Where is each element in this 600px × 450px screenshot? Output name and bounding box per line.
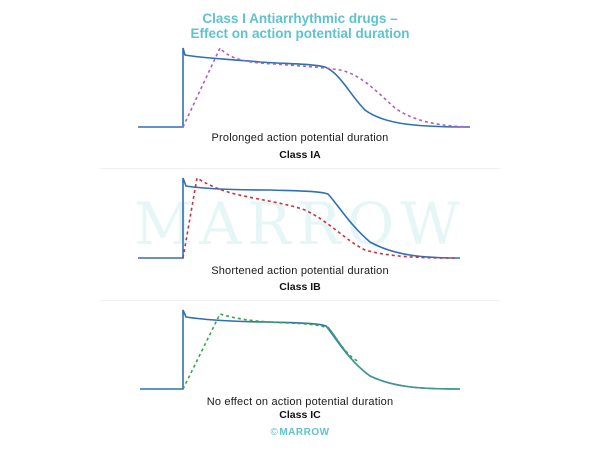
marrow-logo: ©MARROW bbox=[0, 427, 600, 438]
diagram-title-line1: Class I Antiarrhythmic drugs – bbox=[202, 11, 398, 26]
panel-class-ia-caption: Prolonged action potential duration bbox=[211, 132, 389, 144]
panel-class-ib-caption: Shortened action potential duration bbox=[211, 265, 389, 277]
panel-class-ia-graph bbox=[138, 46, 471, 128]
panel-class-ib-graph bbox=[138, 176, 461, 259]
panel-divider bbox=[100, 300, 500, 301]
marrow-watermark: MARROW bbox=[134, 190, 466, 258]
copyright-icon: © bbox=[270, 427, 279, 438]
class-ic-overlap-curve bbox=[327, 326, 461, 390]
class-ic-drug-curve bbox=[182, 313, 361, 390]
marrow-logo-text: MARROW bbox=[279, 427, 330, 438]
panel-class-ia-label: Class IA bbox=[279, 149, 321, 161]
panel-class-ib-label: Class IB bbox=[279, 281, 321, 293]
diagram-title-line2: Effect on action potential duration bbox=[190, 26, 410, 41]
baseline-action-potential-curve bbox=[138, 47, 471, 128]
panel-class-ic-graph bbox=[140, 309, 461, 390]
panel-class-ic-caption: No effect on action potential duration bbox=[206, 396, 394, 408]
panel-divider bbox=[100, 168, 500, 169]
class-ib-drug-curve bbox=[182, 176, 456, 259]
baseline-action-potential-curve bbox=[138, 177, 461, 259]
panel-class-ic-label: Class IC bbox=[279, 409, 321, 421]
class-ia-drug-curve bbox=[182, 46, 471, 128]
